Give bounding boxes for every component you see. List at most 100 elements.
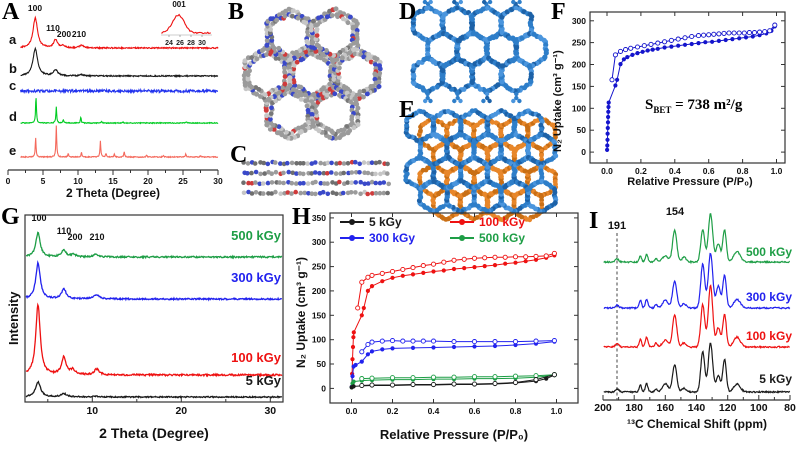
- legend-entry-300kgy: 300 kGy: [340, 230, 450, 246]
- legend-entry-100kgy: 100 kGy: [450, 214, 562, 230]
- peak-label-110: 110: [46, 23, 60, 33]
- svg-text:30: 30: [264, 405, 276, 417]
- legend-line-5kgy: [340, 219, 364, 225]
- svg-text:180: 180: [625, 402, 643, 414]
- svg-text:250: 250: [572, 38, 586, 48]
- svg-text:0.8: 0.8: [737, 166, 749, 176]
- svg-text:0.4: 0.4: [428, 406, 440, 416]
- legend-line-500kgy: [450, 235, 474, 241]
- svg-text:15: 15: [108, 176, 118, 186]
- svg-text:200: 200: [594, 402, 612, 414]
- curve-label-b: b: [9, 61, 17, 76]
- svg-text:0.6: 0.6: [469, 406, 481, 416]
- svg-text:20: 20: [143, 176, 153, 186]
- sbet-annotation: SBET = 738 m²/g: [645, 97, 742, 115]
- g-peak-label-210: 210: [89, 232, 105, 242]
- sbet-sub: BET: [653, 105, 672, 115]
- g-series-label-100kgy: 100 kGy: [231, 350, 281, 365]
- panel-label-i: I: [589, 208, 599, 234]
- panel-g-xlabel: 2 Theta (Degree): [99, 425, 209, 441]
- svg-text:0.0: 0.0: [346, 406, 358, 416]
- panel-label-h: H: [292, 204, 311, 230]
- g-series-label-500kgy: 500 kGy: [231, 228, 281, 243]
- svg-text:100: 100: [750, 402, 768, 414]
- curve-label-c: c: [9, 78, 17, 93]
- svg-text:0: 0: [321, 383, 326, 393]
- panel-i-nmr-plot: 200 180 160 140 120 100 80: [594, 213, 796, 414]
- sbet-post: = 738 m²/g: [671, 97, 743, 113]
- svg-text:100: 100: [572, 103, 586, 113]
- peak-label-200: 200: [56, 29, 72, 39]
- svg-text:80: 80: [784, 402, 796, 414]
- peak-label-100: 100: [27, 3, 43, 13]
- svg-text:24: 24: [165, 40, 173, 47]
- i-series-label-300kgy: 300 kGy: [745, 290, 792, 304]
- svg-text:50: 50: [317, 359, 327, 369]
- svg-text:140: 140: [688, 402, 706, 414]
- panel-label-e: E: [399, 97, 416, 123]
- inset-peak-label-001: 001: [172, 0, 186, 9]
- nmr-label-191: 191: [607, 220, 627, 232]
- svg-text:26: 26: [176, 40, 184, 47]
- panel-e-offset-layers: [403, 108, 559, 223]
- svg-text:1.0: 1.0: [771, 166, 783, 176]
- svg-text:30: 30: [213, 176, 223, 186]
- g-series-label-5kgy: 5 kGy: [245, 373, 281, 388]
- panel-i-xlabel: ¹³C Chemical Shift (ppm): [627, 417, 767, 431]
- g-peak-label-200: 200: [67, 232, 83, 242]
- svg-text:50: 50: [577, 125, 587, 135]
- i-series-label-100kgy: 100 kGy: [745, 329, 792, 343]
- svg-text:0.2: 0.2: [387, 406, 399, 416]
- panel-h-legend: 5 kGy 100 kGy 300 kGy 500 kGy: [340, 214, 562, 246]
- legend-entry-500kgy: 500 kGy: [450, 230, 562, 246]
- svg-text:200: 200: [312, 286, 326, 296]
- svg-text:0.8: 0.8: [510, 406, 522, 416]
- svg-text:300: 300: [312, 237, 326, 247]
- svg-text:200: 200: [572, 60, 586, 70]
- panel-g-xrd-plot: 10 20 30: [24, 214, 284, 417]
- panel-b-molecular-structure: [241, 6, 383, 141]
- curve-label-a: a: [9, 32, 17, 47]
- svg-text:150: 150: [312, 310, 326, 320]
- svg-text:250: 250: [312, 262, 326, 272]
- svg-text:5: 5: [41, 176, 46, 186]
- panel-f-xlabel: Relative Pressure (P/P₀): [627, 176, 753, 188]
- nmr-label-154: 154: [665, 206, 685, 218]
- svg-text:0.0: 0.0: [601, 166, 613, 176]
- curve-label-e: e: [9, 143, 17, 158]
- g-series-label-300kgy: 300 kGy: [231, 270, 281, 285]
- panel-a-xlabel: 2 Theta (Degree): [65, 186, 161, 200]
- panel-label-a: A: [2, 0, 20, 25]
- panel-h-xlabel: Relative Pressure (P/P₀): [379, 427, 529, 442]
- sbet-pre: S: [645, 97, 654, 113]
- panel-g-ylabel: Intensity: [6, 291, 21, 345]
- peak-label-210: 210: [71, 29, 87, 39]
- legend-line-300kgy: [340, 235, 364, 241]
- svg-text:0: 0: [581, 147, 586, 157]
- i-series-label-5kgy: 5 kGy: [759, 372, 792, 386]
- svg-text:20: 20: [175, 405, 187, 417]
- curve-label-d: d: [9, 109, 17, 124]
- svg-text:300: 300: [572, 16, 586, 26]
- svg-text:100: 100: [312, 335, 326, 345]
- g-peak-label-100: 100: [31, 213, 47, 223]
- svg-text:25: 25: [178, 176, 188, 186]
- legend-entry-5kgy: 5 kGy: [340, 214, 450, 230]
- svg-text:350: 350: [312, 213, 326, 223]
- svg-text:0.2: 0.2: [635, 166, 647, 176]
- svg-text:10: 10: [86, 405, 98, 417]
- panel-label-d: D: [399, 0, 417, 25]
- svg-text:0.4: 0.4: [669, 166, 681, 176]
- panel-f-isotherm-plot: 0 50 100 150 200 250 300 0.0 0.2 0.4 0.6 0.8 1.0: [572, 11, 786, 176]
- panel-label-c: C: [230, 142, 248, 168]
- svg-text:150: 150: [572, 81, 586, 91]
- svg-text:30: 30: [198, 40, 206, 47]
- panel-c-stacked-layers: [241, 159, 391, 197]
- svg-text:28: 28: [187, 40, 195, 47]
- svg-text:160: 160: [657, 402, 675, 414]
- i-series-label-500kgy: 500 kGy: [745, 245, 792, 259]
- panel-label-b: B: [228, 0, 245, 25]
- panel-d-single-layer: [410, 0, 549, 104]
